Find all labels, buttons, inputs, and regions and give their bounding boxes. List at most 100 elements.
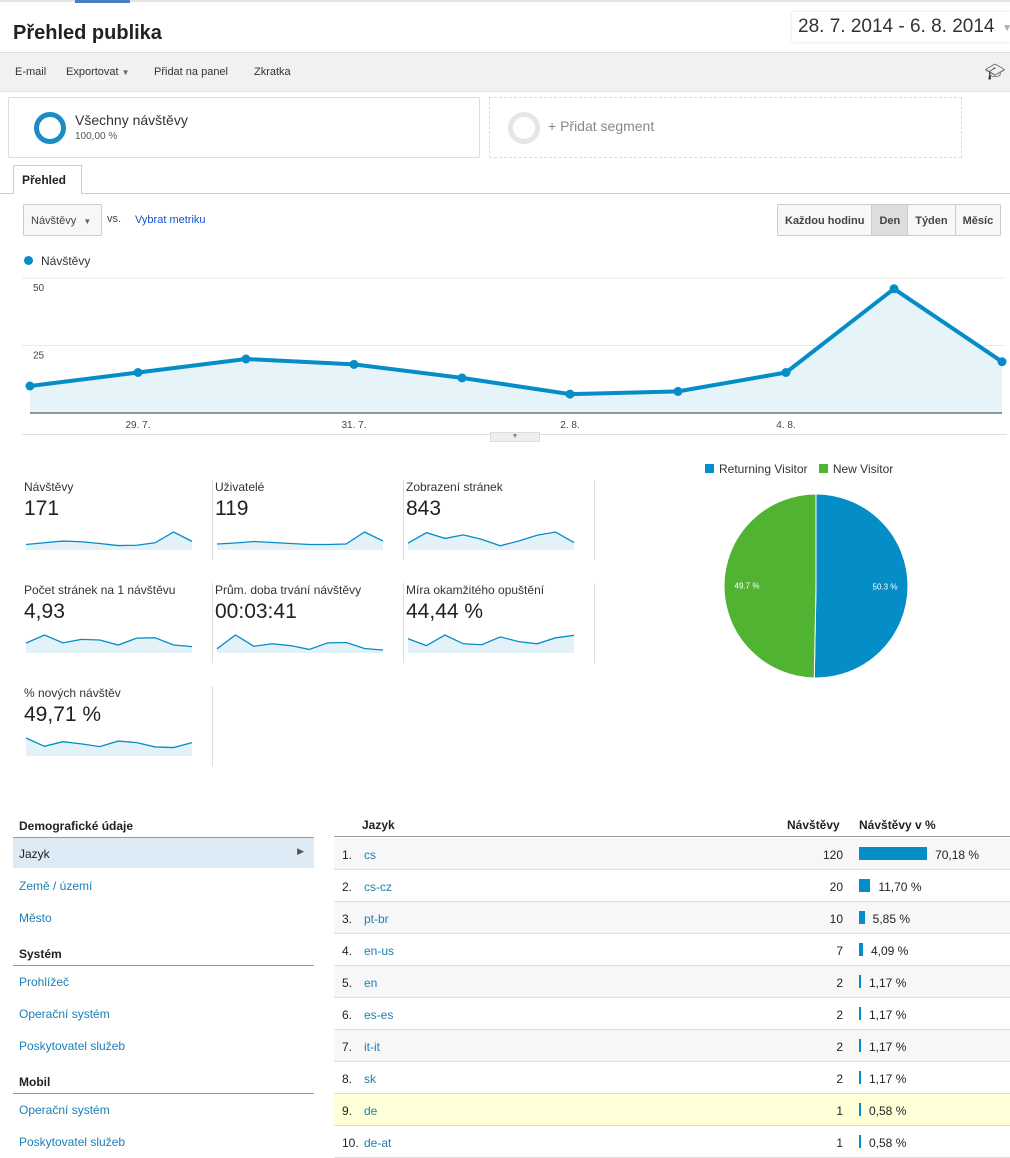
x-tick-label: 31. 7. [341,420,366,430]
table-row: 7. it-it 2 1,17 % [334,1030,1010,1062]
legend-swatch-new [818,464,828,473]
row-rank: 3. [342,912,353,926]
date-range-picker[interactable]: 28. 7. 2014 - 6. 8. 2014 ▼ [792,12,1010,42]
email-button[interactable]: E-mail [15,66,47,78]
pie-slice[interactable] [813,493,909,679]
metric-card[interactable]: Zobrazení stránek 843 [404,480,595,560]
segment-all-visits[interactable]: Všechny návštěvy 100,00 % [8,97,480,158]
sparkline-area [26,532,192,550]
add-segment-button[interactable]: + Přidat segment [489,97,962,158]
data-point[interactable] [673,386,683,396]
metric-card[interactable]: Míra okamžitého opuštění 44,44 % [404,583,595,663]
row-percent: 11,70 % [878,880,922,894]
vs-label: vs. [107,213,122,225]
sidebar-item-language[interactable]: Jazyk ▶ [13,838,314,868]
sidebar-item-label: Jazyk [19,847,50,861]
data-point[interactable] [349,359,359,369]
tab-overview[interactable]: Přehled [13,165,82,194]
top-nav-line [0,0,1010,3]
row-percent: 1,17 % [869,1040,907,1054]
metric-sparkline [216,634,384,653]
percent-bar [859,1071,861,1084]
row-visits: 20 [829,880,843,894]
export-button[interactable]: Exportovat ▼ [66,66,130,78]
col-visits[interactable]: Návštěvy [787,818,840,832]
language-link[interactable]: it-it [364,1040,380,1054]
chevron-down-icon: ▼ [83,217,92,226]
percent-bar [859,975,861,988]
area-fill [30,288,1002,413]
row-rank: 5. [342,976,353,990]
collapse-chart-button[interactable]: ▼ [490,432,540,442]
table-row: 3. pt-br 10 5,85 % [334,902,1010,934]
sidebar-item-country[interactable]: Země / území [19,879,93,893]
sidebar-item-mobile-os[interactable]: Operační systém [19,1103,110,1117]
pick-metric-link[interactable]: Vybrat metriku [135,214,206,226]
sidebar-item-os[interactable]: Operační systém [19,1007,110,1021]
segment-name: Všechny návštěvy [75,112,188,128]
metric-label: Míra okamžitého opuštění [406,583,545,597]
granularity-hourly[interactable]: Každou hodinu [778,205,872,235]
metric-card[interactable]: % nových návštěv 49,71 % [22,686,213,766]
metric-sparkline [25,737,193,756]
pie-slice[interactable] [723,493,817,679]
language-link[interactable]: sk [364,1072,376,1086]
data-point[interactable] [133,368,143,377]
language-link[interactable]: en [364,976,378,990]
language-link[interactable]: cs [364,848,376,862]
shortcut-button[interactable]: Zkratka [254,66,291,78]
toolbar: E-mail Exportovat ▼ Přidat na panel Zkra… [0,52,1010,92]
metric-card[interactable]: Prům. doba trvání návštěvy 00:03:41 [213,583,404,663]
table-row: 9. de 1 0,58 % [334,1094,1010,1126]
row-rank: 2. [342,880,353,894]
granularity-week[interactable]: Týden [907,205,955,235]
add-segment-label: + Přidat segment [548,118,655,134]
legend-swatch-returning [705,464,714,473]
data-point[interactable] [889,284,899,294]
metric-sparkline [25,634,193,653]
x-tick-label: 2. 8. [560,420,579,430]
language-link[interactable]: pt-br [364,912,389,926]
row-percent: 1,17 % [869,1072,907,1086]
sidebar-item-mobile-provider[interactable]: Poskytovatel služeb [19,1135,126,1149]
language-link[interactable]: de [364,1104,378,1118]
language-link[interactable]: en-us [364,944,395,958]
data-point[interactable] [565,389,575,399]
percent-bar [859,911,865,924]
language-link[interactable]: cs-cz [364,880,392,894]
metric-value: 4,93 [24,600,65,623]
metric-label: Návštěvy [24,480,74,494]
page-title: Přehled publika [13,22,162,44]
data-point[interactable] [241,354,251,364]
metric-card[interactable]: Počet stránek na 1 návštěvu 4,93 [22,583,213,663]
metric-select[interactable]: Návštěvy ▼ [23,204,102,236]
sidebar-item-browser[interactable]: Prohlížeč [19,975,70,989]
series-line [29,286,1004,397]
metric-label: Zobrazení stránek [406,480,503,494]
data-point[interactable] [457,373,467,383]
col-language[interactable]: Jazyk [362,818,395,832]
granularity-day[interactable]: Den [871,205,908,235]
section-system: Systém [13,944,314,966]
metric-card[interactable]: Návštěvy 171 [22,480,213,560]
metric-card[interactable]: Uživatelé 119 [213,480,404,560]
row-rank: 7. [342,1040,353,1054]
language-link[interactable]: es-es [364,1008,394,1022]
table-row: 8. sk 2 1,17 % [334,1062,1010,1094]
sidebar-item-city[interactable]: Město [19,911,52,925]
language-link[interactable]: de-at [364,1136,392,1150]
sidebar-item-provider[interactable]: Poskytovatel služeb [19,1039,126,1053]
empty-segment-ring-icon [508,112,540,144]
granularity-month[interactable]: Měsíc [954,205,1001,235]
data-point[interactable] [25,381,35,391]
data-point[interactable] [781,368,791,377]
graduation-cap-icon[interactable]: 🎓︎ [985,64,1006,81]
data-point[interactable] [997,357,1007,367]
row-rank: 10. [342,1136,359,1150]
add-to-dashboard-button[interactable]: Přidat na panel [154,66,228,78]
legend-label: Návštěvy [41,254,91,268]
metric-label: % nových návštěv [24,686,121,700]
row-rank: 9. [342,1104,353,1118]
table-row: 4. en-us 7 4,09 % [334,934,1010,966]
col-visits-pct[interactable]: Návštěvy v % [859,818,936,832]
